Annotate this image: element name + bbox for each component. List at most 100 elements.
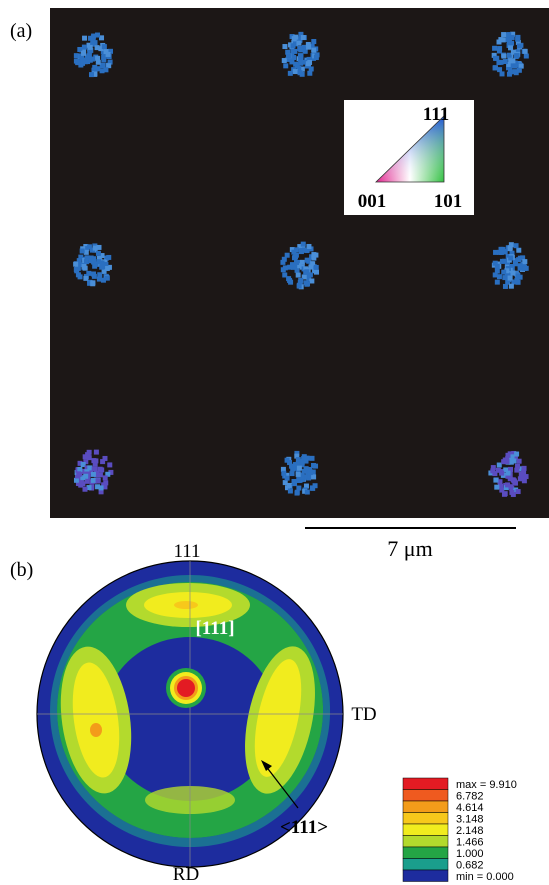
grain-pixel xyxy=(493,65,498,70)
grain-pixel xyxy=(103,49,108,54)
grain-pixel xyxy=(283,265,288,270)
inset-label: 101 xyxy=(434,191,463,212)
grain-pixel xyxy=(311,48,316,53)
grain-pixel xyxy=(288,489,293,494)
grain-pixel xyxy=(293,35,298,40)
grain-pixel xyxy=(497,40,502,45)
grain-pixel xyxy=(306,244,311,249)
grain-pixel xyxy=(514,452,519,457)
legend-swatch xyxy=(403,870,448,882)
grain-pixel xyxy=(515,53,520,58)
grain-pixel xyxy=(101,278,106,283)
contour xyxy=(177,679,195,697)
grain-pixel xyxy=(92,466,97,471)
figure: (a) 111 001 101 7 μm (b) 111 [111] TD RD xyxy=(0,0,549,885)
grain-pixel xyxy=(298,47,303,52)
grain-pixel xyxy=(501,459,506,464)
grain-pixel xyxy=(94,450,99,455)
grain-pixel xyxy=(498,60,503,65)
grain-pixel xyxy=(92,264,97,269)
grain-pixel xyxy=(500,71,505,76)
grain-pixel xyxy=(506,471,511,476)
grain-pixel xyxy=(508,245,513,250)
grain-pixel xyxy=(503,491,508,496)
inset-label: 001 xyxy=(358,191,387,212)
pole-label: 111 xyxy=(173,541,200,562)
grain-pixel xyxy=(308,470,313,475)
panel-label: (a) xyxy=(10,20,32,42)
grain-pixel xyxy=(517,459,522,464)
grain-pixel xyxy=(297,466,302,471)
legend: max = 9.9106.7824.6143.1482.1481.4661.00… xyxy=(403,778,517,883)
grain-pixel xyxy=(302,454,307,459)
grain-pixel xyxy=(495,269,500,274)
grain-pixel xyxy=(285,253,290,258)
grain-pixel xyxy=(95,45,100,50)
grain-pixel xyxy=(95,56,100,61)
grain-pixel xyxy=(517,68,522,73)
grain-pixel xyxy=(307,71,312,76)
legend-label: 3.148 xyxy=(456,813,484,825)
grain-pixel xyxy=(502,259,507,264)
grain-pixel xyxy=(83,454,88,459)
grain-pixel xyxy=(310,456,315,461)
grain-pixel xyxy=(490,468,495,473)
grain-pixel xyxy=(501,270,506,275)
grain-pixel xyxy=(296,273,301,278)
grain-pixel xyxy=(287,483,292,488)
legend-label: 0.682 xyxy=(456,859,484,871)
legend-swatch xyxy=(403,824,448,836)
grain-pixel xyxy=(514,243,519,248)
grain-pixel xyxy=(508,45,513,50)
grain-pixel xyxy=(83,266,88,271)
grain-pixel xyxy=(83,276,88,281)
grain-pixel xyxy=(287,265,292,270)
legend-label: 6.782 xyxy=(456,790,484,802)
grain-pixel xyxy=(497,67,502,72)
grain-pixel xyxy=(107,462,112,467)
grain-pixel xyxy=(524,474,529,479)
grain-pixel xyxy=(93,246,98,251)
legend-label: min = 0.000 xyxy=(456,871,514,883)
grain-pixel xyxy=(82,45,87,50)
ipf-inset: 111 001 101 xyxy=(344,100,474,215)
grain-pixel xyxy=(497,463,502,468)
legend-label: 4.614 xyxy=(456,802,484,814)
grain-pixel xyxy=(290,49,295,54)
grain-pixel xyxy=(80,61,85,66)
grain-pixel xyxy=(89,258,94,263)
grain-pixel xyxy=(86,271,91,276)
grain-pixel xyxy=(292,264,297,269)
grain-pixel xyxy=(508,255,513,260)
legend-label: 1.000 xyxy=(456,848,484,860)
grain-pixel xyxy=(303,280,308,285)
grain-pixel xyxy=(311,256,316,261)
grain-pixel xyxy=(74,268,79,273)
grain-pixel xyxy=(75,60,80,65)
grain-pixel xyxy=(499,250,504,255)
grain-pixel xyxy=(303,270,308,275)
grain-pixel xyxy=(503,284,508,289)
contour xyxy=(174,601,198,609)
grain-pixel xyxy=(103,475,108,480)
legend-swatch xyxy=(403,801,448,813)
grain-pixel xyxy=(305,258,310,263)
grain-pixel xyxy=(493,56,498,61)
grain-pixel xyxy=(508,484,513,489)
grain-pixel xyxy=(306,45,311,50)
grain-pixel xyxy=(96,479,101,484)
legend-label: 1.466 xyxy=(456,836,484,848)
legend-swatch xyxy=(403,836,448,848)
grain-pixel xyxy=(311,39,316,44)
grain-pixel xyxy=(97,272,102,277)
grain-pixel xyxy=(524,54,529,59)
grain-pixel xyxy=(281,471,286,476)
grain-pixel xyxy=(96,251,101,256)
grain-pixel xyxy=(516,257,521,262)
grain-pixel xyxy=(522,259,527,264)
grain-pixel xyxy=(515,273,520,278)
legend-swatch xyxy=(403,859,448,871)
grain-pixel xyxy=(514,278,519,283)
grain-pixel xyxy=(91,271,96,276)
grain-pixel xyxy=(287,278,292,283)
